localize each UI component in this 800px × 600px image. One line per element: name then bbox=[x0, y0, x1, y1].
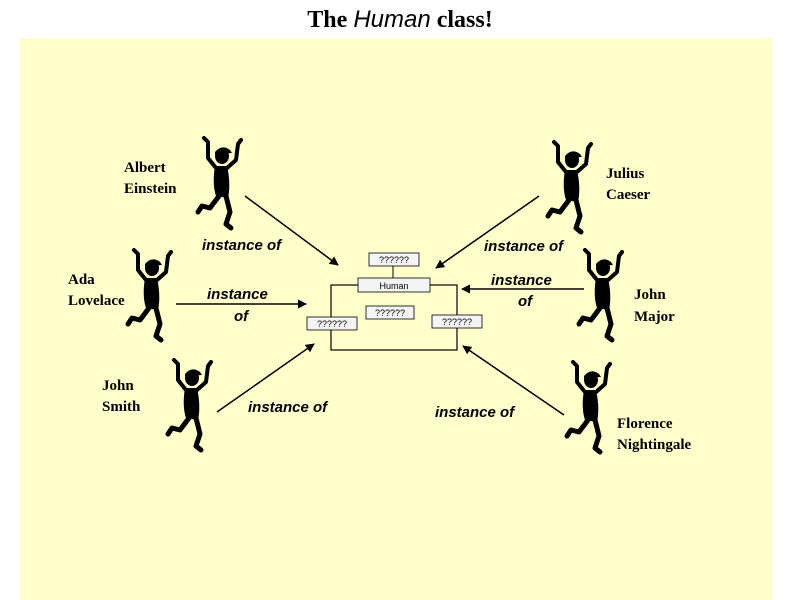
dancer-figure-smith bbox=[168, 360, 211, 450]
class-name-box bbox=[357, 277, 431, 293]
arrow-caeser bbox=[435, 195, 540, 269]
relation-smith: instance of bbox=[248, 399, 329, 416]
class-attr-top-box bbox=[368, 252, 420, 267]
relation-einstein: instance of bbox=[202, 237, 283, 254]
class-attr-left: ?????? bbox=[317, 319, 347, 329]
instance-name-smith-last: Smith bbox=[102, 399, 141, 415]
class-attr-right: ?????? bbox=[442, 317, 472, 327]
relation-major-line2: of bbox=[518, 293, 534, 310]
instance-name-caeser-first: Julius bbox=[606, 166, 645, 182]
class-attr-right-box bbox=[431, 314, 483, 329]
relation-caeser: instance of bbox=[484, 238, 565, 255]
class-attr-center-box bbox=[365, 305, 415, 320]
class-name: Human bbox=[379, 281, 408, 291]
relation-major-line1: instance bbox=[491, 272, 552, 289]
instance-name-lovelace-last: Lovelace bbox=[68, 293, 125, 309]
dancer-figure-major bbox=[579, 250, 622, 340]
dancer-figure-caeser bbox=[548, 142, 591, 232]
page-title: The Human class! bbox=[0, 6, 800, 34]
dancer-figure-lovelace bbox=[128, 250, 171, 340]
instance-name-nightingale-last: Nightingale bbox=[617, 437, 692, 453]
relation-lovelace-line2: of bbox=[234, 308, 250, 325]
arrow-nightingale bbox=[462, 345, 565, 416]
title-suffix: class! bbox=[436, 7, 493, 33]
human-class-box: ?????? Human ?????? ?????? ?????? bbox=[306, 252, 483, 351]
arrow-smith bbox=[216, 343, 315, 413]
class-attr-left-box bbox=[306, 316, 358, 331]
title-emphasis: Human bbox=[353, 6, 431, 33]
instance-name-lovelace-first: Ada bbox=[68, 272, 95, 288]
title-prefix: The bbox=[307, 7, 348, 33]
relation-nightingale: instance of bbox=[435, 404, 516, 421]
instance-name-major-last: Major bbox=[634, 309, 675, 325]
instance-name-einstein-last: Einstein bbox=[124, 181, 177, 197]
class-attr-top: ?????? bbox=[379, 255, 409, 265]
instance-name-major-first: John bbox=[634, 287, 666, 303]
dancer-figure-nightingale bbox=[567, 362, 610, 452]
instance-name-caeser-last: Caeser bbox=[606, 187, 650, 203]
instance-name-smith-first: John bbox=[102, 378, 134, 394]
relation-lovelace-line1: instance bbox=[207, 286, 268, 303]
instance-name-einstein-first: Albert bbox=[124, 160, 166, 176]
dancer-figure-einstein bbox=[198, 138, 241, 228]
instance-name-nightingale-first: Florence bbox=[617, 416, 673, 432]
arrow-einstein bbox=[244, 195, 339, 266]
class-attr-center: ?????? bbox=[375, 308, 405, 318]
